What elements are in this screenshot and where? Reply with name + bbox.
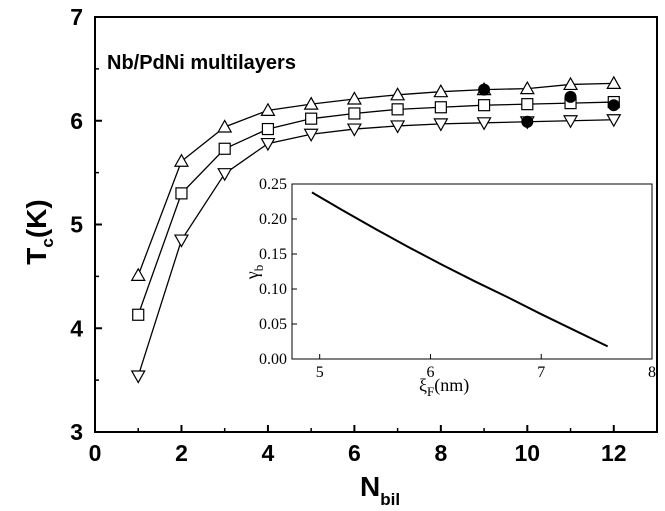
marker-triangle-down <box>563 115 579 129</box>
marker-square <box>175 187 188 200</box>
marker-triangle-up <box>433 83 449 98</box>
marker-triangle-down <box>433 118 449 132</box>
x-axis-label: Nbil <box>360 471 400 509</box>
marker-triangle-up <box>260 102 276 116</box>
marker-triangle-up <box>390 87 406 101</box>
chart-title: Nb/PdNi multilayers <box>107 52 296 74</box>
y-tick-label: 5 <box>70 212 83 238</box>
marker-triangle-down <box>476 117 492 131</box>
marker-triangle-up <box>217 119 233 133</box>
inset-y-tick-label: 0.10 <box>259 281 287 298</box>
x-tick-label: 2 <box>175 440 188 466</box>
marker-triangle-down <box>173 234 189 248</box>
x-tick-label: 12 <box>601 440 627 466</box>
inset-x-tick-label: 8 <box>648 364 656 381</box>
marker-filled-circle <box>521 115 534 128</box>
inset-y-tick-label: 0.15 <box>259 246 287 263</box>
series-line-1 <box>137 82 614 276</box>
x-tick-label: 4 <box>262 440 275 466</box>
inset-curve-1 <box>311 191 609 348</box>
marker-triangle-up <box>173 153 189 167</box>
x-tick-label: 0 <box>89 440 102 466</box>
marker-square <box>348 107 361 120</box>
marker-triangle-down <box>217 168 233 182</box>
marker-triangle-down <box>260 137 276 152</box>
marker-triangle-up <box>606 75 622 90</box>
marker-triangle-down <box>130 370 146 384</box>
marker-square <box>305 112 318 125</box>
y-tick-label: 7 <box>70 4 83 30</box>
marker-square <box>477 99 491 112</box>
inset-x-tick-label: 6 <box>426 364 434 381</box>
marker-square <box>261 122 275 136</box>
marker-triangle-up <box>130 267 146 281</box>
marker-filled-circle <box>607 99 620 112</box>
marker-square <box>521 98 534 111</box>
inset-x-tick-label: 5 <box>316 364 324 381</box>
inset-x-axis-label: ξF(nm) <box>419 375 469 399</box>
marker-triangle-up <box>346 91 362 105</box>
marker-square <box>434 101 447 114</box>
marker-filled-circle <box>564 90 577 103</box>
marker-square <box>391 103 404 116</box>
inset-y-tick-label: 0.20 <box>259 211 287 228</box>
inset-frame <box>291 183 653 360</box>
y-tick-label: 6 <box>70 108 83 134</box>
marker-square <box>218 142 231 155</box>
marker-triangle-down <box>606 114 622 128</box>
series-line-3 <box>137 119 614 377</box>
series-line-2 <box>137 101 614 315</box>
marker-triangle-up <box>519 80 535 95</box>
marker-triangle-up <box>563 76 579 91</box>
inset-y-tick-label: 0.05 <box>259 316 287 333</box>
x-tick-label: 10 <box>515 440 541 466</box>
y-tick-label: 4 <box>70 315 83 341</box>
inset-x-tick-label: 7 <box>537 364 545 381</box>
marker-triangle-down <box>303 128 319 142</box>
marker-triangle-down <box>390 120 406 134</box>
inset-y-axis-label: γb <box>242 265 266 280</box>
marker-triangle-down <box>346 123 362 137</box>
inset-y-tick-label: 0.00 <box>259 351 287 368</box>
y-tick-label: 3 <box>70 419 83 445</box>
x-tick-label: 6 <box>348 440 361 466</box>
inset-y-tick-label: 0.25 <box>259 176 287 193</box>
x-tick-label: 8 <box>434 440 447 466</box>
marker-filled-circle <box>478 83 491 96</box>
y-axis-label: Tc(K) <box>21 199 57 264</box>
marker-triangle-up <box>303 96 319 110</box>
marker-square <box>132 308 145 321</box>
